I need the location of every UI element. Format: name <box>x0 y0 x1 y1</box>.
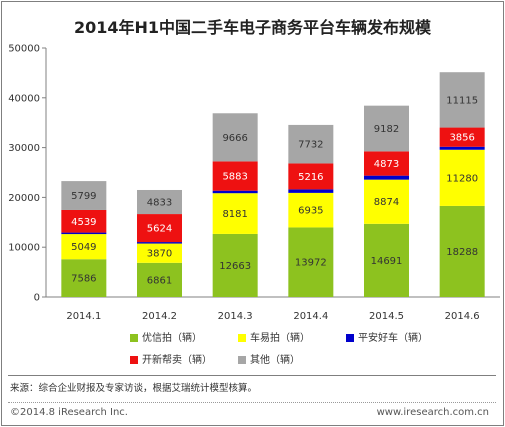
bar-value-label: 4833 <box>147 198 172 209</box>
bar-segment <box>61 209 107 233</box>
bar-value-label: 5624 <box>147 224 172 235</box>
bar-segment <box>288 163 334 190</box>
y-tick-label: 30000 <box>8 143 40 154</box>
bar-segment <box>137 214 182 243</box>
bar-value-label: 3870 <box>147 249 172 260</box>
legend-label-other: 其他（辆） <box>250 355 300 366</box>
bar-segment <box>288 192 334 228</box>
legend-label-youxinpai: 优信拍（辆） <box>142 333 202 344</box>
bar-segment <box>212 190 258 194</box>
bar-segment <box>364 179 409 224</box>
bar-segment <box>439 205 485 297</box>
bar-value-label: 7732 <box>298 140 323 151</box>
legend-item-cheyipai: 车易拍（辆） <box>238 329 310 344</box>
bar-segment <box>61 234 107 260</box>
y-tick-label: 20000 <box>8 193 40 204</box>
bar-value-label: 4539 <box>71 217 96 228</box>
copyright-divider <box>8 402 496 403</box>
bar-segment <box>212 161 258 191</box>
bar-segment <box>61 259 107 297</box>
bar-value-label: 5799 <box>71 191 96 202</box>
bar-segment <box>439 72 485 128</box>
legend-label-cheyipai: 车易拍（辆） <box>250 333 310 344</box>
bar-value-label: 9182 <box>374 124 399 135</box>
chart-title: 2014年H1中国二手车电子商务平台车辆发布规模 <box>73 18 432 37</box>
bar-segment <box>137 243 182 263</box>
x-tick-label: 2014.6 <box>445 311 480 322</box>
legend-item-kaixinbangmai: 开新帮卖（辆） <box>130 351 212 366</box>
bar-value-label: 3856 <box>449 133 474 144</box>
bar-value-label: 4873 <box>374 159 399 170</box>
bar-segment <box>288 227 334 297</box>
bar-value-label: 18288 <box>446 247 478 258</box>
bar-segment <box>439 149 485 206</box>
bar-value-label: 11115 <box>446 95 478 106</box>
legend-item-other: 其他（辆） <box>238 351 300 366</box>
bar-value-label: 5216 <box>298 172 323 183</box>
bar-segment <box>288 189 334 193</box>
source-note: 来源：综合企业财报及专家访谈，根据艾瑞统计模型核算。 <box>10 383 258 394</box>
bar-segment <box>212 113 258 162</box>
website-link[interactable]: www.iresearch.com.cn <box>376 407 489 418</box>
bar-segment <box>212 233 258 297</box>
legend-swatch-cheyipai <box>238 334 246 342</box>
bar-value-label: 11280 <box>446 173 478 184</box>
y-tick-label: 10000 <box>8 243 40 254</box>
y-tick-label: 50000 <box>8 44 40 55</box>
bar-value-label: 8181 <box>222 209 247 220</box>
bar-segment <box>137 262 182 297</box>
bar-segment <box>61 232 107 235</box>
bar-segment <box>439 127 485 147</box>
stacked-bar-chart: 0 10000 20000 30000 40000 50000 7586 5049 4539 57… <box>8 44 500 322</box>
bar-value-label: 13972 <box>295 258 327 269</box>
bar-segment <box>137 242 182 244</box>
legend-swatch-youxinpai <box>130 334 138 342</box>
x-tick-label: 2014.5 <box>369 311 404 322</box>
bar-segment <box>439 146 485 150</box>
legend-label-pinganhaoche: 平安好车（辆） <box>358 333 428 344</box>
legend-swatch-other <box>238 356 246 364</box>
bar-segment <box>288 124 334 164</box>
y-tick-label: 40000 <box>8 93 40 104</box>
bar-value-label: 12663 <box>219 261 251 272</box>
bar-segment <box>364 105 409 152</box>
bar-value-label: 6861 <box>147 275 172 286</box>
bar-segment <box>212 193 258 234</box>
legend-label-kaixinbangmai: 开新帮卖（辆） <box>142 355 212 366</box>
bar-segment <box>364 223 409 297</box>
legend-item-pinganhaoche: 平安好车（辆） <box>346 329 428 344</box>
legend-swatch-kaixinbangmai <box>130 356 138 364</box>
footer-divider <box>8 375 496 376</box>
legend-item-youxinpai: 优信拍（辆） <box>130 329 202 344</box>
bar-segment <box>364 175 409 180</box>
x-tick-label: 2014.1 <box>66 311 101 322</box>
bar-segment <box>137 189 182 215</box>
bar-value-label: 9666 <box>222 133 247 144</box>
x-tick-label: 2014.2 <box>142 311 177 322</box>
bar-value-label: 5049 <box>71 242 96 253</box>
bar-value-label: 7586 <box>71 274 96 285</box>
bar-segment <box>61 181 107 210</box>
y-tick-label: 0 <box>34 293 40 304</box>
bar-value-label: 14691 <box>371 256 403 267</box>
bar-value-label: 5883 <box>222 172 247 183</box>
x-tick-label: 2014.4 <box>293 311 328 322</box>
x-tick-label: 2014.3 <box>218 311 253 322</box>
copyright-text: ©2014.8 iResearch Inc. <box>10 407 128 418</box>
bar-value-label: 8874 <box>374 197 399 208</box>
legend-swatch-pinganhaoche <box>346 334 354 342</box>
bar-value-label: 6935 <box>298 206 323 217</box>
bar-segment <box>364 151 409 176</box>
